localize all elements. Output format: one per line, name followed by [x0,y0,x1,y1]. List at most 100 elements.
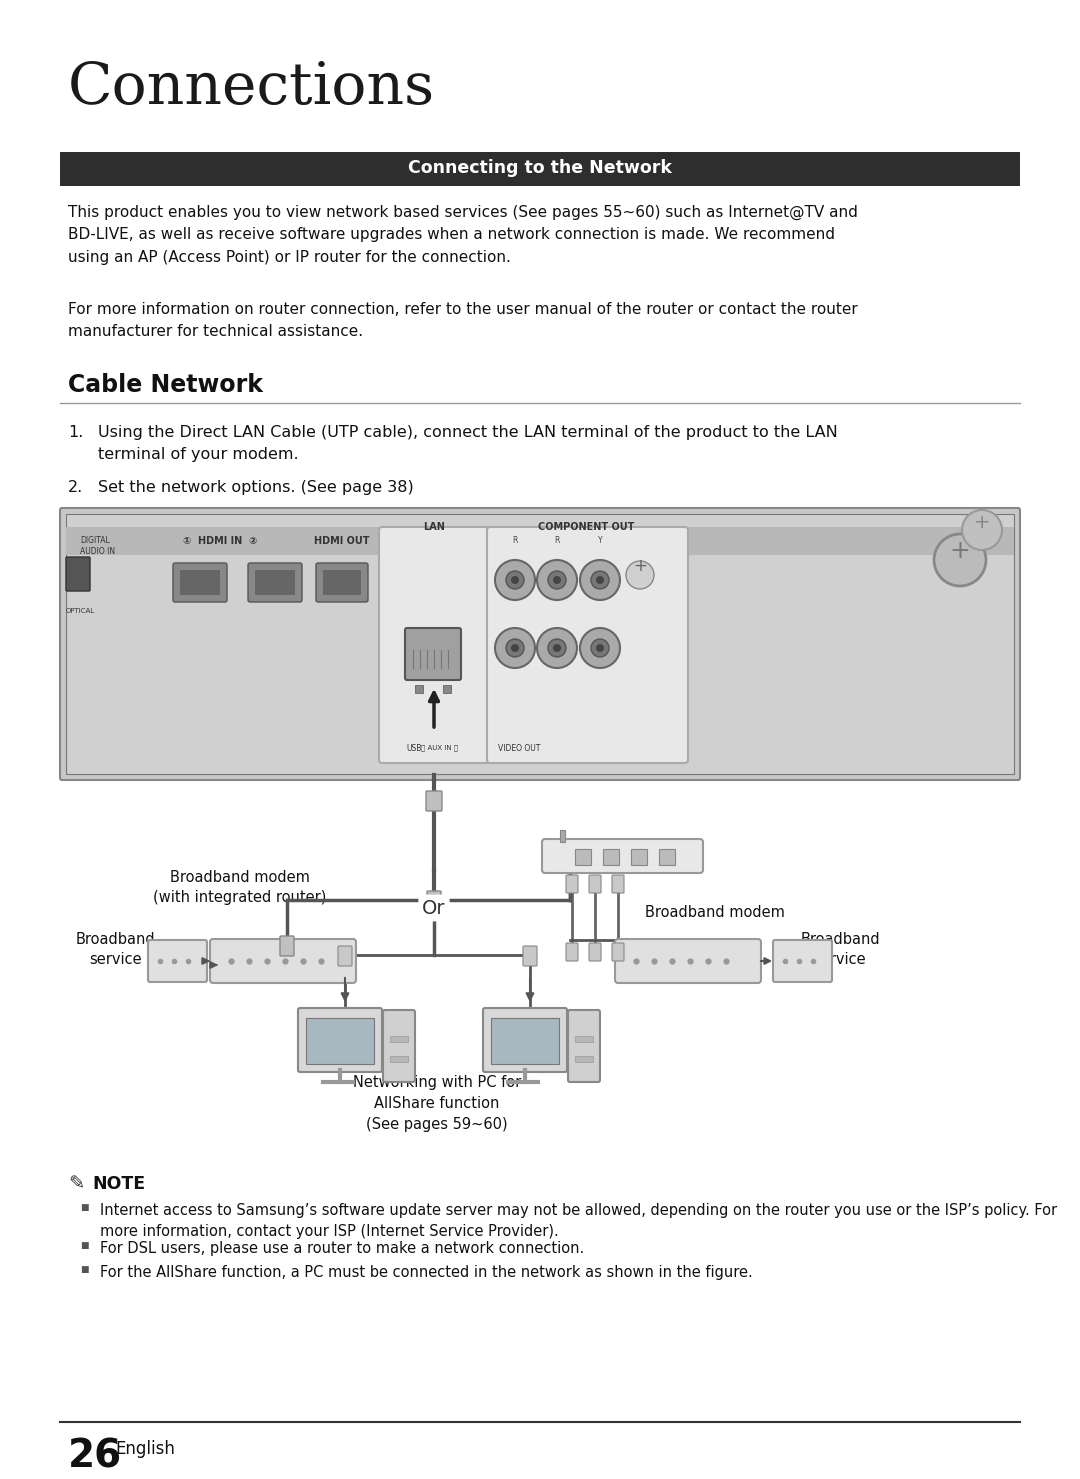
Circle shape [548,571,566,589]
Bar [60,152,1020,186]
Text: Cable Network: Cable Network [68,373,264,396]
Circle shape [495,561,535,600]
Bar [561,830,565,842]
FancyBboxPatch shape [316,563,368,602]
Text: Router: Router [610,840,659,855]
FancyBboxPatch shape [426,791,442,810]
Text: OPTICAL: OPTICAL [66,608,95,614]
FancyBboxPatch shape [60,507,1020,779]
Circle shape [495,629,535,669]
Text: For more information on router connection, refer to the user manual of the route: For more information on router connectio… [68,302,858,339]
Text: R: R [554,535,559,544]
Circle shape [511,643,519,652]
Circle shape [553,575,561,584]
Circle shape [591,639,609,657]
FancyBboxPatch shape [566,876,578,893]
FancyBboxPatch shape [210,939,356,984]
Text: ✎: ✎ [68,1174,84,1194]
FancyBboxPatch shape [148,941,207,982]
Bar [659,849,675,865]
Text: +: + [974,513,990,531]
Circle shape [934,534,986,586]
Bar [575,1035,593,1043]
Circle shape [962,510,1002,550]
Circle shape [626,561,654,589]
Text: This product enables you to view network based services (See pages 55~60) such a: This product enables you to view network… [68,206,858,265]
FancyBboxPatch shape [523,947,537,966]
Text: COMPONENT OUT: COMPONENT OUT [538,522,634,532]
FancyBboxPatch shape [542,839,703,873]
Circle shape [537,561,577,600]
Bar [631,849,647,865]
Text: Broadband modem: Broadband modem [645,905,785,920]
Text: English: English [114,1441,175,1458]
Text: +: + [633,558,647,575]
Text: 26: 26 [68,1438,122,1475]
FancyBboxPatch shape [566,944,578,961]
Text: Ⓡ AUX IN Ⓛ: Ⓡ AUX IN Ⓛ [421,744,459,751]
Bar [415,685,423,694]
Text: ①  HDMI IN  ②: ① HDMI IN ② [183,535,257,546]
Bar [255,569,295,595]
Circle shape [596,643,604,652]
Text: R: R [512,535,517,544]
Text: For DSL users, please use a router to make a network connection.: For DSL users, please use a router to ma… [100,1241,584,1256]
Circle shape [507,571,524,589]
Bar [575,849,591,865]
Circle shape [580,629,620,669]
Text: Broadband
service: Broadband service [800,932,880,967]
Circle shape [591,571,609,589]
Bar [390,1056,408,1062]
FancyBboxPatch shape [427,890,441,910]
Text: ■: ■ [80,1202,89,1211]
Text: NOTE: NOTE [92,1174,145,1194]
Circle shape [596,575,604,584]
Text: Or: Or [422,899,446,917]
Text: Broadband modem
(with integrated router): Broadband modem (with integrated router) [153,870,326,905]
Bar [66,515,1014,774]
FancyBboxPatch shape [298,1009,382,1072]
Text: DIGITAL
AUDIO IN: DIGITAL AUDIO IN [80,535,116,556]
Text: Networking with PC for
AllShare function
(See pages 59~60): Networking with PC for AllShare function… [353,1075,522,1131]
FancyBboxPatch shape [483,1009,567,1072]
Text: +: + [949,538,971,563]
Bar [603,849,619,865]
Text: Y: Y [597,535,603,544]
FancyBboxPatch shape [173,563,227,602]
FancyBboxPatch shape [379,527,490,763]
Text: HDMI OUT: HDMI OUT [314,535,369,546]
Text: Connections: Connections [68,61,435,115]
FancyBboxPatch shape [568,1010,600,1083]
Circle shape [580,561,620,600]
FancyBboxPatch shape [405,629,461,680]
Text: 1.: 1. [68,424,83,439]
Bar [390,1035,408,1043]
Text: Internet access to Samsung’s software update server may not be allowed, dependin: Internet access to Samsung’s software up… [100,1202,1057,1239]
FancyBboxPatch shape [589,944,600,961]
Text: Set the network options. (See page 38): Set the network options. (See page 38) [98,481,414,495]
FancyBboxPatch shape [280,936,294,955]
Text: VIDEO OUT: VIDEO OUT [498,744,540,753]
Text: Connecting to the Network: Connecting to the Network [408,160,672,177]
FancyBboxPatch shape [589,876,600,893]
FancyBboxPatch shape [773,941,832,982]
FancyBboxPatch shape [66,558,90,592]
Text: For the AllShare function, a PC must be connected in the network as shown in the: For the AllShare function, a PC must be … [100,1265,753,1279]
Circle shape [511,575,519,584]
Circle shape [537,629,577,669]
Bar [323,569,361,595]
Text: USB: USB [406,744,421,753]
FancyBboxPatch shape [383,1010,415,1083]
FancyBboxPatch shape [612,944,624,961]
Bar [306,1018,374,1063]
Text: Using the Direct LAN Cable (UTP cable), connect the LAN terminal of the product : Using the Direct LAN Cable (UTP cable), … [98,424,838,463]
Text: LAN: LAN [423,522,445,532]
FancyBboxPatch shape [612,876,624,893]
Bar [443,685,451,694]
FancyBboxPatch shape [487,527,688,763]
Bar [66,527,1014,555]
Text: 2.: 2. [68,481,83,495]
FancyBboxPatch shape [248,563,302,602]
Circle shape [507,639,524,657]
FancyBboxPatch shape [338,947,352,966]
